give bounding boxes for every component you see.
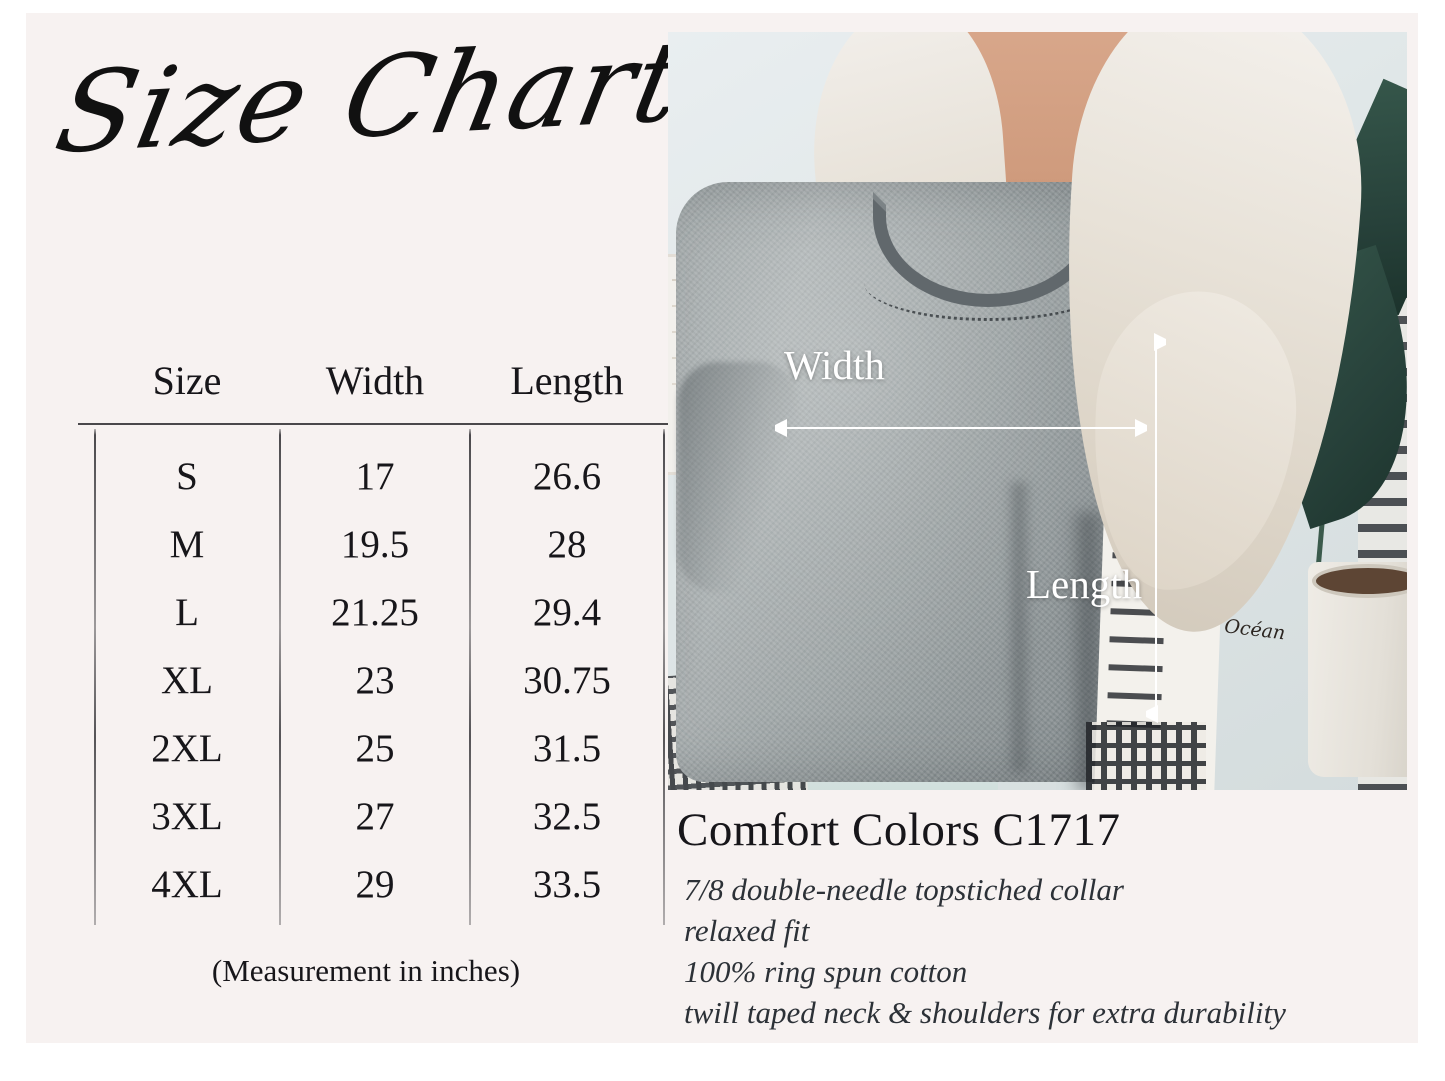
- table-row: 4XL 29 33.5: [56, 851, 676, 919]
- plant-pot: [1308, 562, 1407, 777]
- cell-length: 28: [547, 523, 587, 566]
- photo-scene: Océan: [668, 32, 1407, 790]
- table-row: 2XL 25 31.5: [56, 715, 676, 783]
- table-divider-left: [94, 429, 96, 925]
- table-row: M 19.5 28: [56, 511, 676, 579]
- table-row: S 17 26.6: [56, 443, 676, 511]
- cell-length: 30.75: [523, 659, 611, 702]
- cell-size: XL: [161, 659, 213, 702]
- cell-size: S: [176, 455, 198, 498]
- column-header-size: Size: [152, 358, 222, 403]
- product-spec: 100% ring spun cotton: [684, 954, 968, 989]
- length-arrow-icon: [1146, 333, 1166, 723]
- table-body: S 17 26.6 M 19.5 28 L 21.25 29.4: [56, 443, 676, 919]
- product-spec: twill taped neck & shoulders for extra d…: [684, 995, 1286, 1030]
- measurement-note: (Measurement in inches): [211, 953, 521, 988]
- product-specs-list: 7/8 double-needle topstiched collar rela…: [684, 869, 1424, 1033]
- cell-size: M: [169, 523, 205, 566]
- width-measurement-label: Width: [784, 342, 885, 388]
- column-header-width: Width: [325, 358, 425, 403]
- photo-pillow: [1086, 722, 1206, 790]
- cell-length: 26.6: [532, 455, 602, 498]
- table-row: 3XL 27 32.5: [56, 783, 676, 851]
- page-title-text: Size Chart: [46, 16, 696, 179]
- product-spec: 7/8 double-needle topstiched collar: [684, 872, 1124, 907]
- table-row: L 21.25 29.4: [56, 579, 676, 647]
- cell-size: L: [175, 591, 199, 634]
- size-chart-panel: Size Chart Size Width Length S 17: [26, 13, 1418, 1043]
- table-header-rule: [78, 423, 700, 425]
- left-column: Size Chart Size Width Length S 17: [26, 13, 700, 1043]
- table-divider-width: [469, 429, 471, 925]
- cell-width: 17: [355, 455, 395, 498]
- cell-width: 29: [355, 863, 395, 906]
- cell-width: 23: [355, 659, 395, 702]
- cell-length: 32.5: [532, 795, 602, 838]
- tshirt-fold: [1006, 482, 1032, 772]
- cell-length: 29.4: [532, 591, 602, 634]
- tshirt-sleeve: [678, 362, 798, 592]
- size-table: Size Width Length S 17 26.6 M: [56, 353, 700, 933]
- right-column: Océan Width Length: [668, 13, 1418, 1043]
- product-photo: Océan Width Length: [668, 32, 1407, 790]
- cell-size: 4XL: [151, 863, 223, 906]
- cell-width: 21.25: [331, 591, 419, 634]
- cell-width: 25: [355, 727, 395, 770]
- cell-size: 3XL: [151, 795, 223, 838]
- length-measurement-label: Length: [1026, 561, 1143, 607]
- page-title: Size Chart: [46, 17, 695, 268]
- table-header-row: Size Width Length: [56, 353, 676, 415]
- table-divider-right: [663, 429, 665, 925]
- table-row: XL 23 30.75: [56, 647, 676, 715]
- cell-width: 27: [355, 795, 395, 838]
- cell-size: 2XL: [151, 727, 223, 770]
- cell-length: 31.5: [532, 727, 602, 770]
- cell-width: 19.5: [340, 523, 410, 566]
- tshirt-collar-stitching: [864, 278, 1112, 321]
- column-header-length: Length: [510, 358, 624, 403]
- product-title: Comfort Colors C1717: [677, 804, 1121, 856]
- table-divider-size: [279, 429, 281, 925]
- cell-length: 33.5: [532, 863, 602, 906]
- product-spec: relaxed fit: [684, 913, 810, 948]
- width-arrow-icon: [775, 419, 1147, 437]
